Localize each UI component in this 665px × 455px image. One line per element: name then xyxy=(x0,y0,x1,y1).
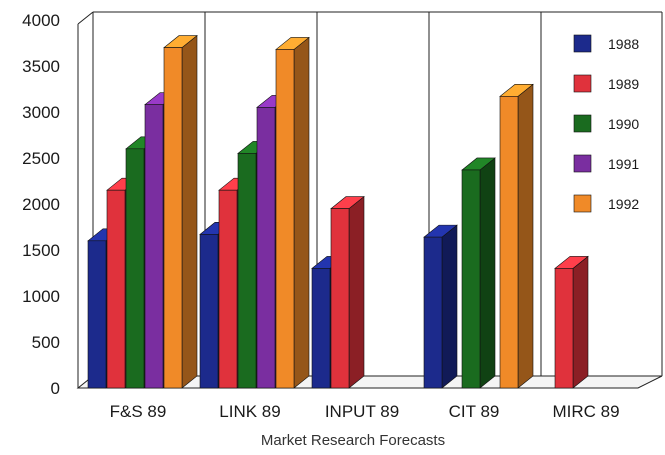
legend-label-1989: 1989 xyxy=(608,76,639,92)
y-tick-label: 1500 xyxy=(22,241,60,260)
y-tick-label: 3000 xyxy=(22,103,60,122)
x-tick-label: MIRC 89 xyxy=(552,402,619,421)
legend-swatch-1989 xyxy=(573,74,592,93)
legend-swatch-1992 xyxy=(573,194,592,213)
y-tick-label: 3500 xyxy=(22,57,60,76)
y-tick-label: 2000 xyxy=(22,195,60,214)
legend-label-1988: 1988 xyxy=(608,36,639,52)
y-tick-label: 500 xyxy=(32,333,60,352)
bar-mirc-89-1989 xyxy=(554,255,589,389)
y-tick-label: 1000 xyxy=(22,287,60,306)
legend: 1988 1989 1990 1991 1992 xyxy=(573,34,639,213)
legend-label-1991: 1991 xyxy=(608,156,639,172)
y-axis-ticks: 0 500 1000 1500 2000 2500 3000 3500 4000 xyxy=(22,11,60,398)
y-tick-label: 4000 xyxy=(22,11,60,30)
legend-swatch-1991 xyxy=(573,154,592,173)
frame-corner xyxy=(77,11,94,25)
legend-label-1992: 1992 xyxy=(608,196,639,212)
y-tick-label: 0 xyxy=(51,379,60,398)
x-tick-label: INPUT 89 xyxy=(325,402,399,421)
bar-input-89-1989 xyxy=(330,195,365,389)
legend-label-1990: 1990 xyxy=(608,116,639,132)
x-axis-label: Market Research Forecasts xyxy=(261,432,445,449)
x-axis-ticks: F&S 89 LINK 89 INPUT 89 CIT 89 MIRC 89 xyxy=(110,402,620,421)
bar-cit-89-1992 xyxy=(499,83,534,389)
x-tick-label: LINK 89 xyxy=(219,402,280,421)
y-tick-label: 2500 xyxy=(22,149,60,168)
bar-link-89-1992 xyxy=(275,36,310,389)
bar-cit-89-1990 xyxy=(461,157,496,389)
x-tick-label: CIT 89 xyxy=(449,402,500,421)
x-tick-label: F&S 89 xyxy=(110,402,167,421)
bar-f-s-89-1992 xyxy=(163,34,198,389)
legend-swatch-1988 xyxy=(573,34,592,53)
bar-cit-89-1988 xyxy=(423,224,458,389)
legend-swatch-1990 xyxy=(573,114,592,133)
bars xyxy=(87,34,589,389)
